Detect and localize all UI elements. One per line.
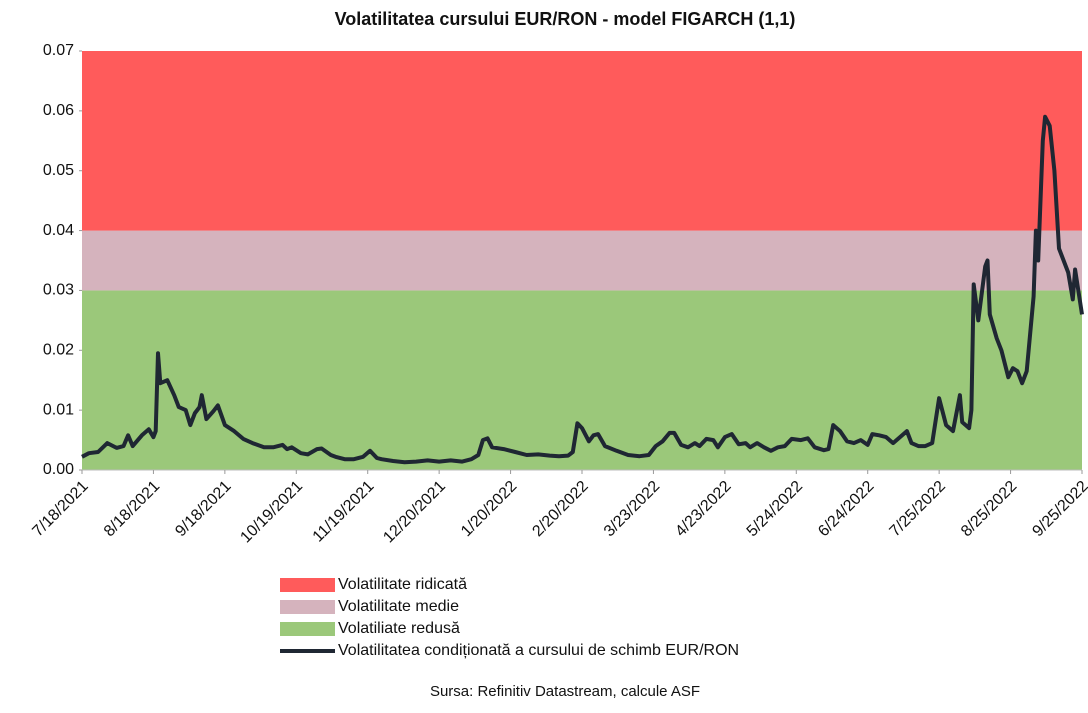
x-tick-label: 6/24/2022	[815, 478, 877, 540]
x-tick-label: 1/20/2022	[458, 478, 520, 540]
x-tick-label: 3/23/2022	[601, 478, 663, 540]
chart-title: Volatilitatea cursului EUR/RON - model F…	[335, 9, 796, 29]
x-tick-label: 8/18/2021	[101, 478, 163, 540]
y-tick-label: 0.06	[43, 102, 74, 119]
legend-swatch	[280, 578, 335, 592]
x-tick-label: 12/20/2021	[380, 478, 449, 547]
x-tick-label: 9/18/2021	[172, 478, 234, 540]
legend-label: Volatilitatea condiționată a cursului de…	[338, 642, 739, 659]
legend-label: Volatilitate medie	[338, 598, 459, 615]
y-tick-label: 0.04	[43, 222, 74, 239]
bands	[82, 51, 1082, 470]
x-tick-label: 7/18/2021	[29, 478, 91, 540]
band	[82, 230, 1082, 291]
y-tick-label: 0.03	[43, 282, 74, 299]
x-tick-label: 5/24/2022	[744, 478, 806, 540]
y-tick-label: 0.01	[43, 401, 74, 418]
series-line	[81, 114, 1084, 465]
x-tick-label: 10/19/2021	[237, 478, 306, 547]
x-tick-label: 4/23/2022	[672, 478, 734, 540]
x-tick-label: 8/25/2022	[958, 478, 1020, 540]
legend-swatch	[280, 600, 335, 614]
y-tick-label: 0.05	[43, 162, 74, 179]
legend-swatch	[280, 622, 335, 636]
source-note: Sursa: Refinitiv Datastream, calcule ASF	[430, 683, 700, 700]
x-tick-label: 7/25/2022	[887, 478, 949, 540]
legend-label: Volatilitate ridicată	[338, 576, 467, 593]
band	[82, 51, 1082, 231]
x-tick-label: 9/25/2022	[1029, 478, 1088, 540]
y-tick-label: 0.07	[43, 42, 74, 59]
x-tick-label: 2/20/2022	[529, 478, 591, 540]
y-tick-label: 0.00	[43, 461, 74, 478]
x-tick-label: 11/19/2021	[310, 478, 378, 546]
y-tick-label: 0.02	[43, 342, 74, 359]
legend-label: Volatiliate redusă	[338, 620, 460, 637]
